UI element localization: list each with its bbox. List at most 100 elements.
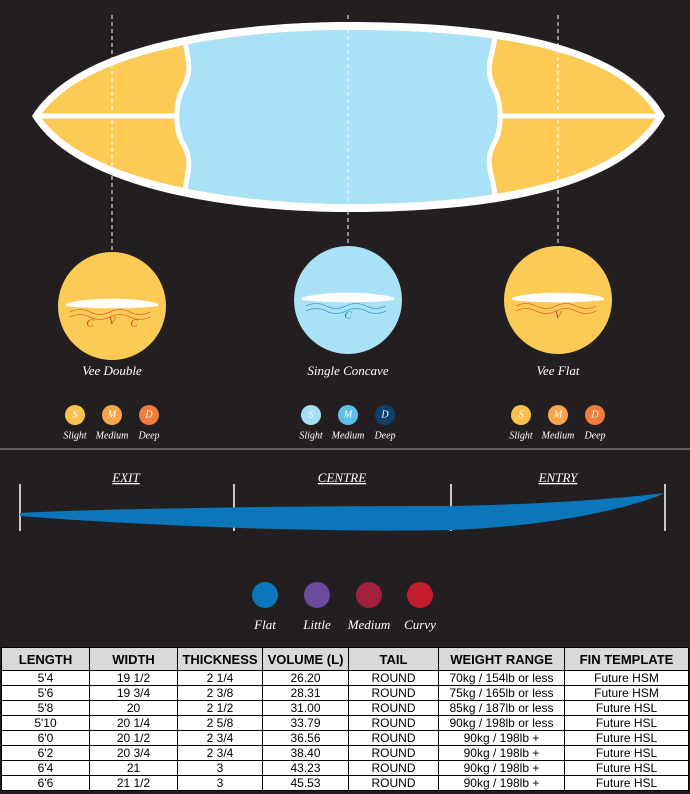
header-row: LENGTH WIDTH THICKNESS VOLUME (L) TAIL WEIGHT… <box>1 647 689 671</box>
contour-name: Vee Flat <box>537 363 580 378</box>
table-cell: 5'6 <box>1 685 90 701</box>
table-cell: 19 1/2 <box>89 670 178 686</box>
table-cell: 20 <box>89 700 178 716</box>
depth-letter: M <box>343 409 353 420</box>
table-cell: Future HSL <box>564 700 689 716</box>
table-cell: 6'0 <box>1 730 90 746</box>
table-cell: 5'10 <box>1 715 90 731</box>
table-row: 5'8 20 2 1/2 31.00 ROUND 85kg / 187lb or less… <box>1 700 689 716</box>
table-cell: 2 3/4 <box>177 745 263 761</box>
depth-label: Medium <box>331 430 365 441</box>
depth-label: Deep <box>137 430 159 441</box>
table-cell: ROUND <box>348 685 439 701</box>
table-row: 5'4 19 1/2 2 1/4 26.20 ROUND 70kg / 154lb or … <box>1 670 689 686</box>
table-cell: 2 1/2 <box>177 700 263 716</box>
depth-letter: S <box>73 409 78 420</box>
table-cell: 28.31 <box>262 685 349 701</box>
table-cell: 45.53 <box>262 775 349 791</box>
rocker-legend-dot <box>252 582 278 608</box>
column-header: VOLUME (L) <box>262 647 349 671</box>
table-cell: ROUND <box>348 715 439 731</box>
contour-letter: C <box>86 318 94 330</box>
depth-label: Medium <box>541 430 575 441</box>
depth-label: Slight <box>63 430 87 441</box>
rocker-section: CENTRE <box>318 470 366 485</box>
table-cell: 26.20 <box>262 670 349 686</box>
contour-letter: V <box>555 310 563 322</box>
wave <box>515 303 597 314</box>
table-cell: 2 5/8 <box>177 715 263 731</box>
rocker-legend-label: Flat <box>253 617 276 632</box>
size-table: LENGTH WIDTH THICKNESS VOLUME (L) TAIL WEIGHT… <box>1 647 689 791</box>
rocker-legend-dot <box>356 582 382 608</box>
wave <box>305 303 387 314</box>
table-cell: 20 1/4 <box>89 715 178 731</box>
depth-letter: M <box>107 409 117 420</box>
column-header: FIN TEMPLATE <box>564 647 689 671</box>
table-cell: 3 <box>177 775 263 791</box>
table-row: 5'10 20 1/4 2 5/8 33.79 ROUND 90kg / 198lb or… <box>1 715 689 731</box>
table-cell: ROUND <box>348 760 439 776</box>
table-cell: 33.79 <box>262 715 349 731</box>
rocker-section: EXIT <box>111 470 140 485</box>
table-cell: Future HSM <box>564 685 689 701</box>
table-cell: 31.00 <box>262 700 349 716</box>
table-cell: 2 1/4 <box>177 670 263 686</box>
depth-dot <box>102 405 122 425</box>
contour-name: Vee Double <box>82 363 142 378</box>
column-header: TAIL <box>348 647 439 671</box>
depth-letter: S <box>519 409 524 420</box>
table-cell: 85kg / 187lb or less <box>438 700 565 716</box>
foil <box>512 292 604 303</box>
table-cell: 19 3/4 <box>89 685 178 701</box>
contour-letter: C <box>344 310 352 322</box>
board-top-view <box>32 22 665 212</box>
column-header: WEIGHT RANGE <box>438 647 565 671</box>
guide-lines <box>111 15 559 252</box>
table-row: 6'6 21 1/2 3 45.53 ROUND 90kg / 198lb + Future… <box>1 775 689 791</box>
foil <box>302 292 394 303</box>
table-cell: ROUND <box>348 700 439 716</box>
depth-dot <box>301 405 321 425</box>
table-cell: Future HSL <box>564 760 689 776</box>
table-cell: 6'2 <box>1 745 90 761</box>
depth-dot <box>139 405 159 425</box>
table-cell: 5'8 <box>1 700 90 716</box>
depth-label: Deep <box>583 430 605 441</box>
table-row: 6'4 21 3 43.23 ROUND 90kg / 198lb + Future HSL <box>1 760 689 776</box>
table-cell: 70kg / 154lb or less <box>438 670 565 686</box>
depth-letter: M <box>553 409 563 420</box>
depth-dot <box>511 405 531 425</box>
table-cell: 6'4 <box>1 760 90 776</box>
table-cell: 3 <box>177 760 263 776</box>
diagram: C V C Vee Double C Single Concave V Vee Flat S Sl… <box>0 15 690 632</box>
depth-letter: D <box>590 409 599 420</box>
depth-label: Deep <box>373 430 395 441</box>
table-cell: ROUND <box>348 670 439 686</box>
depth-dot <box>548 405 568 425</box>
table-cell: Future HSL <box>564 775 689 791</box>
table-cell: 6'6 <box>1 775 90 791</box>
contour-letter: C <box>130 318 138 330</box>
table-cell: 75kg / 165lb or less <box>438 685 565 701</box>
table-cell: 38.40 <box>262 745 349 761</box>
table-cell: 20 1/2 <box>89 730 178 746</box>
table-cell: 90kg / 198lb + <box>438 745 565 761</box>
rocker-legend-dot <box>304 582 330 608</box>
depth-dot <box>375 405 395 425</box>
table-cell: ROUND <box>348 745 439 761</box>
foil <box>66 298 158 309</box>
rocker-legend-label: Curvy <box>404 617 436 632</box>
depth-letter: D <box>380 409 389 420</box>
table-cell: 36.56 <box>262 730 349 746</box>
table-cell: ROUND <box>348 775 439 791</box>
depth-dot <box>338 405 358 425</box>
depth-letter: S <box>309 409 314 420</box>
table-cell: 43.23 <box>262 760 349 776</box>
table-cell: Future HSM <box>564 670 689 686</box>
rocker-board <box>20 493 665 531</box>
rocker-legend-label: Medium <box>347 617 391 632</box>
table-cell: 90kg / 198lb + <box>438 775 565 791</box>
contour-name: Single Concave <box>307 363 388 378</box>
